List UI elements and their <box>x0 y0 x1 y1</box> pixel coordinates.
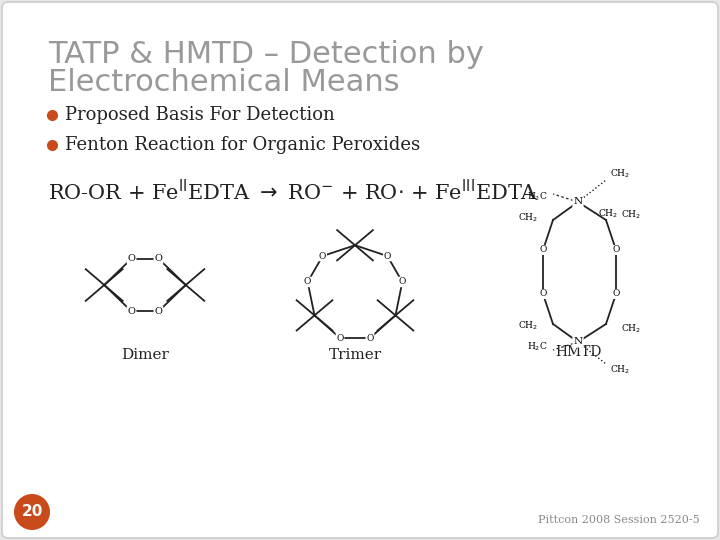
Text: O: O <box>384 252 391 260</box>
Text: HMTD: HMTD <box>555 345 601 359</box>
Text: H$_2$C: H$_2$C <box>528 341 548 353</box>
Text: CH$_2$: CH$_2$ <box>598 207 618 219</box>
Text: Trimer: Trimer <box>328 348 382 362</box>
Text: O: O <box>612 246 620 254</box>
Text: O: O <box>127 254 135 263</box>
Text: O: O <box>612 289 620 299</box>
Text: N: N <box>573 198 582 206</box>
Text: Fenton Reaction for Organic Peroxides: Fenton Reaction for Organic Peroxides <box>65 136 420 154</box>
Text: O: O <box>155 307 163 316</box>
Text: 20: 20 <box>22 504 42 519</box>
Text: O: O <box>304 278 311 286</box>
Text: Electrochemical Means: Electrochemical Means <box>48 68 400 97</box>
Text: Proposed Basis For Detection: Proposed Basis For Detection <box>65 106 335 124</box>
Text: O: O <box>539 289 546 299</box>
Text: O: O <box>366 334 374 342</box>
Text: CH$_2$: CH$_2$ <box>610 168 630 180</box>
Text: Dimer: Dimer <box>121 348 169 362</box>
Text: Pittcon 2008 Session 2520-5: Pittcon 2008 Session 2520-5 <box>539 515 700 525</box>
Text: O: O <box>399 278 406 286</box>
Text: CH$_2$: CH$_2$ <box>518 320 538 332</box>
Text: N: N <box>573 338 582 347</box>
Text: CH$_2$: CH$_2$ <box>621 323 642 335</box>
Text: O: O <box>155 254 163 263</box>
Text: CH$_2$: CH$_2$ <box>610 364 630 376</box>
Text: RO-OR + Fe$^{\mathrm{II}}$EDTA $\rightarrow$ RO$^{-}$ + RO$\cdot$ + Fe$^{\mathrm: RO-OR + Fe$^{\mathrm{II}}$EDTA $\rightar… <box>48 179 539 205</box>
Circle shape <box>14 494 50 530</box>
Text: H$_2$C: H$_2$C <box>528 191 548 203</box>
Text: O: O <box>539 246 546 254</box>
Text: TATP & HMTD – Detection by: TATP & HMTD – Detection by <box>48 40 484 69</box>
Text: O: O <box>336 334 343 342</box>
Text: O: O <box>319 252 326 260</box>
Text: CH$_2$: CH$_2$ <box>621 209 642 221</box>
Text: CH$_2$: CH$_2$ <box>518 212 538 224</box>
Text: O: O <box>127 307 135 316</box>
